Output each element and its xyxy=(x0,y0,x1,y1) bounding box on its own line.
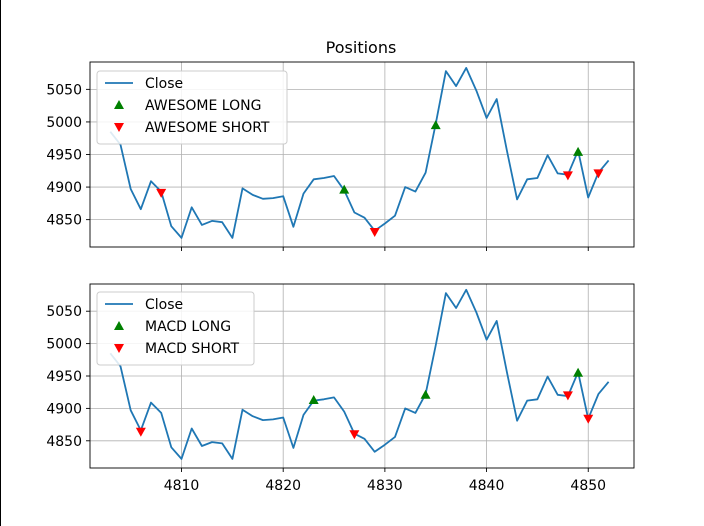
x-tick-label: 4840 xyxy=(469,478,505,494)
y-tick-label: 4900 xyxy=(46,401,82,417)
legend-box xyxy=(96,70,288,145)
figure-title: Positions xyxy=(326,38,397,57)
legend-label: Close xyxy=(145,76,183,92)
window-edge xyxy=(0,0,1,526)
y-tick-label: 4950 xyxy=(46,369,82,385)
legend-short-swatch xyxy=(114,344,124,353)
legend-long-swatch xyxy=(114,100,124,109)
x-tick-label: 4830 xyxy=(367,478,403,494)
legend-label: AWESOME LONG xyxy=(145,98,261,114)
macd-axes: 4850 4900 4950 5000 5050 4810 4820 4830 4840 4850… xyxy=(46,283,635,494)
legend-label: AWESOME SHORT xyxy=(145,120,270,136)
short-signal-marker xyxy=(156,188,167,198)
awesome-axes: 4850 4900 4950 5000 5050 Close AWESOME LONG AWE… xyxy=(46,61,635,251)
y-tick-label: 4850 xyxy=(46,213,82,229)
y-tick-label: 4950 xyxy=(46,148,82,164)
short-signal-marker xyxy=(593,169,604,179)
short-signal-marker xyxy=(369,228,380,238)
long-signal-marker xyxy=(430,120,441,130)
long-signal-marker xyxy=(573,146,584,156)
legend-label: MACD SHORT xyxy=(145,341,240,357)
legend-long-swatch xyxy=(114,321,124,330)
short-signal-marker xyxy=(562,391,573,401)
short-signal-marker xyxy=(562,171,573,181)
y-tick-label: 5000 xyxy=(46,337,82,353)
y-tick-label: 5050 xyxy=(46,82,82,98)
legend-label: MACD LONG xyxy=(145,319,231,335)
y-tick-label: 5000 xyxy=(46,115,82,131)
y-tick-label: 5050 xyxy=(46,304,82,320)
y-tick-label: 4850 xyxy=(46,434,82,450)
x-tick-label: 4810 xyxy=(164,478,200,494)
close-price-line xyxy=(109,288,610,460)
legend-label: Close xyxy=(145,297,183,313)
short-signal-marker xyxy=(135,427,146,437)
x-tick-label: 4820 xyxy=(265,478,301,494)
y-tick-label: 4900 xyxy=(46,180,82,196)
x-tick-label: 4850 xyxy=(570,478,606,494)
long-signal-marker xyxy=(308,394,319,404)
short-signal-marker xyxy=(583,414,594,424)
short-signal-marker xyxy=(349,430,360,440)
close-price-line xyxy=(109,67,610,239)
long-signal-marker xyxy=(339,184,350,194)
legend-box xyxy=(96,291,255,366)
legend-short-swatch xyxy=(114,123,124,132)
long-signal-marker xyxy=(420,389,431,399)
long-signal-marker xyxy=(573,367,584,377)
